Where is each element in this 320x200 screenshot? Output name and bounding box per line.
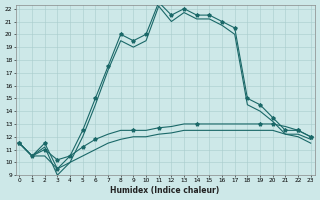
X-axis label: Humidex (Indice chaleur): Humidex (Indice chaleur) bbox=[110, 186, 220, 195]
